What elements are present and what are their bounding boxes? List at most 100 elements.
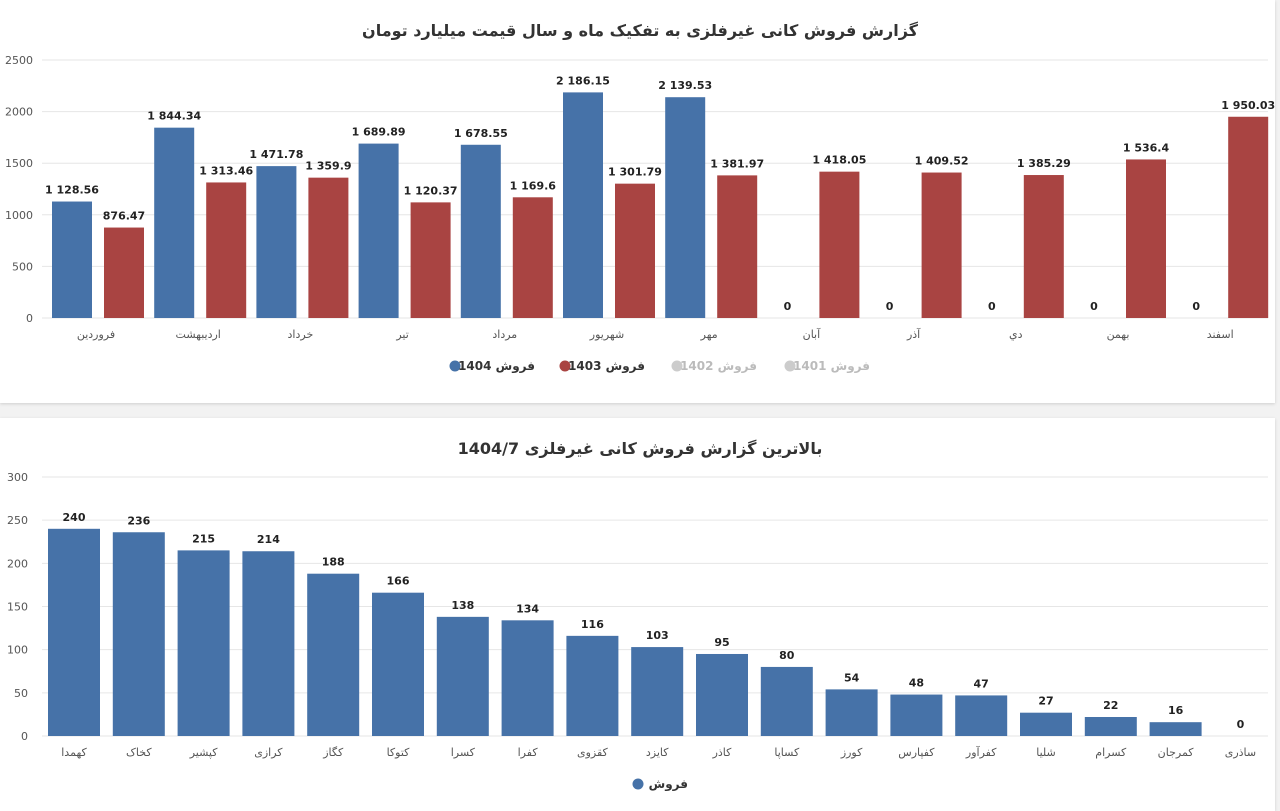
data-label: 1 381.97 <box>710 157 764 170</box>
data-label: 103 <box>646 629 669 642</box>
bar <box>307 573 360 736</box>
bar <box>436 616 489 736</box>
y-tick-label: 1500 <box>5 157 33 170</box>
chart-title: بالاترین گزارش فروش کانی غیرفلزی 1404/7 <box>458 439 823 458</box>
x-tick-label: کرازی <box>254 746 283 759</box>
x-tick-label: کفرآور <box>965 745 997 759</box>
bar <box>1020 712 1072 736</box>
x-tick-label: کپشیر <box>189 746 219 759</box>
x-tick-label: مهر <box>700 328 718 341</box>
bar <box>955 695 1008 736</box>
y-tick-label: 0 <box>26 312 33 325</box>
legend-marker[interactable] <box>671 360 683 372</box>
data-label: 166 <box>387 575 410 588</box>
y-tick-label: 150 <box>7 601 28 614</box>
bar <box>501 620 554 736</box>
data-label: 1 385.29 <box>1017 157 1071 170</box>
top-sales-chart: بالاترین گزارش فروش کانی غیرفلزی 1404/7 0… <box>7 439 1268 792</box>
bar <box>1149 722 1202 736</box>
data-label: 134 <box>516 602 539 615</box>
x-tick-label: تیر <box>395 328 408 341</box>
bar <box>890 694 943 736</box>
bar <box>631 647 684 736</box>
data-label: 1 536.4 <box>1123 141 1170 154</box>
bar <box>48 528 100 736</box>
data-label: 1 120.37 <box>404 184 458 197</box>
x-tick-label: خرداد <box>288 328 314 341</box>
y-tick-label: 0 <box>21 730 28 743</box>
data-label: 1 844.34 <box>147 110 201 123</box>
y-tick-label: 50 <box>14 687 28 700</box>
bar-1403 <box>512 197 553 318</box>
data-label: 876.47 <box>103 210 145 223</box>
bar-1404 <box>256 166 297 318</box>
x-tick-label: شلیا <box>1036 746 1056 759</box>
legend-item[interactable]: فروش <box>649 777 688 792</box>
y-tick-label: 200 <box>7 557 28 570</box>
data-label: 2 139.53 <box>658 79 712 92</box>
legend-marker[interactable] <box>632 778 644 790</box>
bar-1404 <box>665 97 706 318</box>
bar <box>566 635 619 736</box>
bar <box>1084 717 1137 736</box>
x-tick-label: کسرام <box>1095 746 1127 759</box>
x-tick-label: مرداد <box>492 328 517 341</box>
x-tick-label: کخاک <box>126 746 152 759</box>
bar <box>372 592 424 736</box>
legend-item[interactable]: فروش 1401 <box>793 359 870 374</box>
x-tick-label: کساپا <box>774 746 800 759</box>
data-label: 1 409.52 <box>915 155 969 168</box>
bar-1403 <box>1023 175 1064 318</box>
bar <box>177 550 230 736</box>
x-tick-label: کسرا <box>451 746 476 759</box>
legend-item[interactable]: فروش 1404 <box>458 359 535 374</box>
bar-1404 <box>52 201 92 318</box>
data-label: 95 <box>714 636 729 649</box>
legend-item[interactable]: فروش 1402 <box>680 359 757 374</box>
x-tick-label: کایزد <box>646 746 669 759</box>
legend-marker[interactable] <box>449 360 461 372</box>
data-label: 80 <box>779 649 795 662</box>
data-label: 0 <box>988 300 996 313</box>
bar-1404 <box>563 92 603 319</box>
x-tick-label: کهمدا <box>61 746 87 759</box>
data-label: 48 <box>909 677 924 690</box>
bar <box>760 666 813 736</box>
y-tick-label: 2000 <box>5 106 33 119</box>
bar-1404 <box>358 143 399 318</box>
x-tick-label: شهریور <box>589 328 624 341</box>
data-label: 1 301.79 <box>608 166 662 179</box>
bar-1403 <box>819 171 860 318</box>
bar-1404 <box>460 144 501 318</box>
y-tick-label: 2500 <box>5 54 33 67</box>
bar-1403 <box>921 172 962 318</box>
x-tick-label: اسفند <box>1207 328 1234 341</box>
data-label: 1 169.6 <box>510 179 557 192</box>
legend-marker[interactable] <box>784 360 796 372</box>
data-label: 1 689.89 <box>352 126 406 139</box>
top-sales-chart-card: بالاترین گزارش فروش کانی غیرفلزی 1404/7 0… <box>0 418 1275 811</box>
monthly-sales-chart: گزارش فروش کانی غیرفلزی به تفکیک ماه و س… <box>5 21 1275 374</box>
data-label: 1 128.56 <box>45 184 99 197</box>
x-tick-label: اردیبهشت <box>176 328 221 341</box>
data-label: 54 <box>844 671 860 684</box>
x-tick-label: ساذری <box>1225 746 1256 759</box>
bar-1403 <box>206 182 247 318</box>
x-tick-label: آبان <box>803 327 821 341</box>
legend-marker[interactable] <box>559 360 571 372</box>
bar-1403 <box>1126 159 1166 318</box>
x-tick-label: کفرا <box>518 746 539 759</box>
x-tick-label: دي <box>1009 328 1023 341</box>
x-tick-label: بهمن <box>1107 328 1130 341</box>
data-label: 0 <box>1237 718 1245 731</box>
bar-1403 <box>104 227 144 318</box>
data-label: 1 418.05 <box>812 154 866 167</box>
legend-item[interactable]: فروش 1403 <box>568 359 645 374</box>
data-label: 1 313.46 <box>199 164 253 177</box>
data-label: 188 <box>322 556 345 569</box>
data-label: 240 <box>63 511 86 524</box>
bar-1403 <box>410 202 451 318</box>
data-label: 0 <box>784 300 792 313</box>
monthly-sales-chart-card: گزارش فروش کانی غیرفلزی به تفکیک ماه و س… <box>0 0 1275 403</box>
y-tick-label: 100 <box>7 644 28 657</box>
